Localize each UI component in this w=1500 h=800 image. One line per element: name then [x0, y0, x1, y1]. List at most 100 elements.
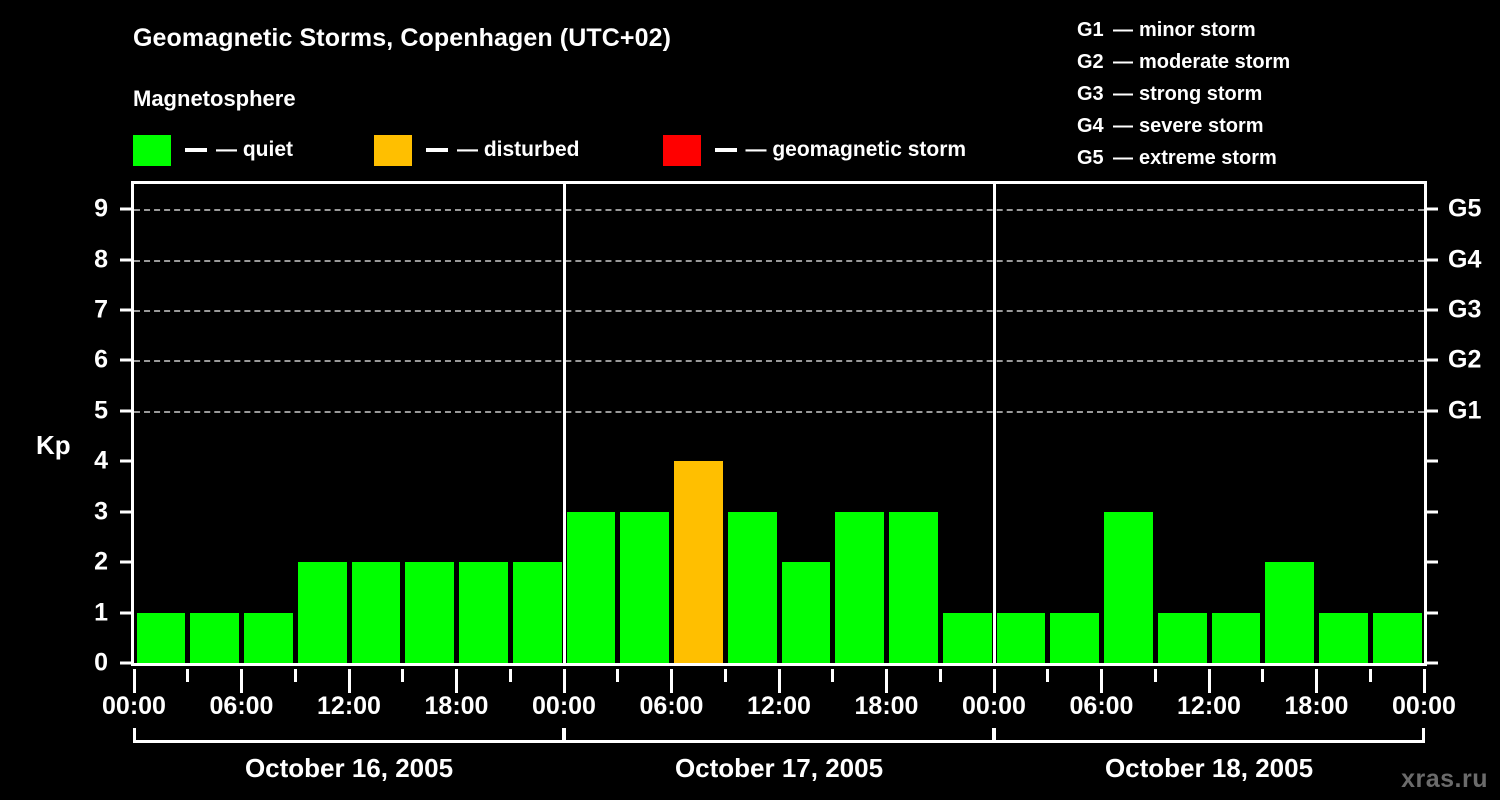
x-tick-major: [455, 669, 458, 693]
g-scale-code: G4: [1077, 115, 1104, 137]
y-tick-label: 0: [94, 648, 108, 677]
day-separator: [992, 184, 996, 663]
y-tick-label: 3: [94, 497, 108, 526]
right-tick-mark: [1427, 308, 1438, 312]
bar[interactable]: [351, 562, 401, 663]
x-tick-minor: [186, 669, 190, 682]
x-tick-label: 00:00: [962, 692, 1026, 720]
right-tick-mark: [1427, 510, 1438, 514]
legend-dash-icon: [426, 148, 448, 152]
legend-swatch-disturbed: [374, 134, 412, 166]
x-tick-label: 12:00: [1177, 692, 1241, 720]
g-scale-code: G1: [1077, 19, 1104, 41]
legend-label-quiet: — quiet: [216, 138, 293, 161]
right-tick-label: G5: [1448, 194, 1482, 223]
g-scale-row: G5 — extreme storm: [1077, 142, 1290, 174]
x-tick-major: [1315, 669, 1318, 693]
bar[interactable]: [620, 511, 669, 663]
g-scale-desc: minor storm: [1139, 19, 1256, 41]
right-tick-mark: [1427, 459, 1438, 463]
y-tick-mark: [120, 510, 131, 514]
y-tick-mark: [120, 560, 131, 564]
x-tick-label: 18:00: [854, 692, 919, 720]
bar[interactable]: [781, 562, 831, 663]
x-tick-label: 06:00: [209, 692, 274, 720]
x-tick-label: 12:00: [747, 692, 811, 720]
y-tick-mark: [120, 611, 131, 615]
g-scale-desc: strong storm: [1139, 83, 1263, 105]
bar[interactable]: [1372, 612, 1422, 663]
x-tick-minor: [293, 669, 297, 682]
y-tick-mark: [120, 308, 131, 312]
x-tick-minor: [723, 669, 727, 682]
g-scale-desc: extreme storm: [1139, 147, 1277, 169]
right-tick-label: G2: [1448, 345, 1482, 374]
bar[interactable]: [512, 562, 562, 663]
legend-dash-icon: [714, 148, 737, 152]
date-bracket: [564, 740, 994, 743]
bar[interactable]: [1265, 562, 1314, 663]
bar[interactable]: [1104, 511, 1153, 663]
bar[interactable]: [889, 511, 938, 663]
g-scale-desc: moderate storm: [1139, 51, 1291, 73]
legend-item-disturbed: — disturbed: [374, 134, 580, 166]
x-tick-minor: [831, 669, 835, 682]
bar[interactable]: [996, 612, 1046, 663]
x-tick-label: 00:00: [532, 692, 596, 720]
bar[interactable]: [1211, 612, 1261, 663]
bar[interactable]: [136, 612, 186, 663]
bar[interactable]: [674, 461, 723, 663]
right-tick-label: G3: [1448, 295, 1482, 324]
gridline: [134, 360, 1424, 363]
watermark: xras.ru: [1401, 765, 1488, 793]
g-scale-desc: severe storm: [1139, 115, 1264, 137]
bar[interactable]: [190, 612, 239, 663]
y-tick-mark: [120, 459, 131, 463]
legend-label-storm: — geomagnetic storm: [745, 138, 967, 161]
g-scale-dash: —: [1113, 83, 1133, 105]
plot-inner: [134, 184, 1424, 663]
y-tick-label: 1: [94, 598, 108, 627]
bar[interactable]: [1050, 612, 1099, 663]
g-scale-legend: G1 — minor storm G2 — moderate storm G3 …: [1077, 14, 1290, 174]
bar[interactable]: [727, 511, 777, 663]
date-label: October 16, 2005: [244, 753, 454, 783]
gridline: [134, 310, 1424, 313]
x-tick-label: 12:00: [317, 692, 381, 720]
chart-subtitle: Magnetosphere: [133, 86, 296, 111]
page-title: Geomagnetic Storms, Copenhagen (UTC+02): [133, 24, 672, 52]
legend-label-disturbed: — disturbed: [457, 138, 580, 161]
bar[interactable]: [244, 612, 293, 663]
bar[interactable]: [405, 562, 454, 663]
y-tick-label: 4: [94, 446, 108, 475]
y-tick-label: 9: [94, 194, 108, 223]
right-tick-label: G1: [1448, 396, 1482, 425]
date-bracket: [994, 740, 1424, 743]
g-scale-code: G3: [1077, 83, 1104, 105]
date-bracket-cap: [563, 728, 566, 743]
right-tick-mark: [1427, 560, 1438, 564]
day-separator: [562, 184, 566, 663]
x-tick-label: 18:00: [424, 692, 489, 720]
x-tick-label: 06:00: [639, 692, 704, 720]
legend-swatch-quiet: [133, 134, 171, 166]
bar[interactable]: [459, 562, 508, 663]
bar[interactable]: [566, 511, 616, 663]
x-tick-major: [562, 669, 566, 693]
bar[interactable]: [942, 612, 992, 663]
y-tick-mark: [120, 409, 131, 413]
y-tick-mark: [120, 258, 131, 262]
x-tick-minor: [1261, 669, 1265, 682]
bar[interactable]: [1157, 612, 1207, 663]
bar[interactable]: [297, 562, 347, 663]
bar[interactable]: [1319, 612, 1368, 663]
bar[interactable]: [835, 511, 884, 663]
x-tick-minor: [938, 669, 942, 682]
gridline: [134, 209, 1424, 212]
x-tick-minor: [1046, 669, 1050, 682]
legend-dash-icon: [185, 148, 207, 152]
x-tick-label: 18:00: [1284, 692, 1349, 720]
date-bracket: [134, 740, 564, 743]
g-scale-row: G2 — moderate storm: [1077, 46, 1290, 78]
